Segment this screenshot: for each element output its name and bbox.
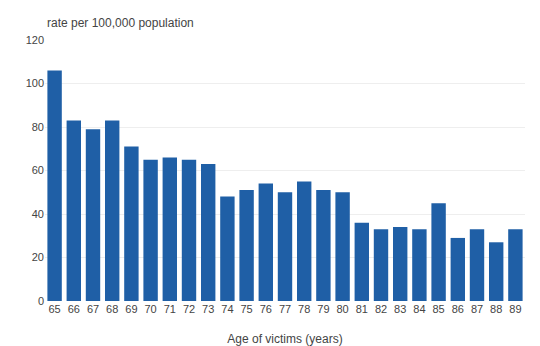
- svg-text:60: 60: [32, 164, 44, 176]
- svg-text:79: 79: [317, 303, 329, 315]
- svg-text:67: 67: [87, 303, 99, 315]
- svg-text:72: 72: [183, 303, 195, 315]
- svg-text:81: 81: [356, 303, 368, 315]
- svg-text:78: 78: [298, 303, 310, 315]
- svg-text:Age of victims (years): Age of victims (years): [227, 332, 342, 346]
- svg-text:120: 120: [26, 34, 44, 46]
- svg-text:84: 84: [413, 303, 425, 315]
- svg-text:100: 100: [26, 77, 44, 89]
- svg-text:70: 70: [144, 303, 156, 315]
- svg-text:rate per 100,000 population: rate per 100,000 population: [47, 16, 194, 30]
- svg-text:71: 71: [164, 303, 176, 315]
- svg-text:66: 66: [68, 303, 80, 315]
- svg-text:65: 65: [48, 303, 60, 315]
- svg-text:68: 68: [106, 303, 118, 315]
- svg-text:85: 85: [432, 303, 444, 315]
- svg-text:74: 74: [221, 303, 233, 315]
- svg-text:69: 69: [125, 303, 137, 315]
- svg-text:89: 89: [509, 303, 521, 315]
- svg-text:76: 76: [260, 303, 272, 315]
- svg-text:80: 80: [336, 303, 348, 315]
- svg-text:87: 87: [471, 303, 483, 315]
- svg-text:82: 82: [375, 303, 387, 315]
- svg-text:0: 0: [38, 295, 44, 307]
- svg-text:40: 40: [32, 208, 44, 220]
- svg-text:86: 86: [452, 303, 464, 315]
- svg-text:83: 83: [394, 303, 406, 315]
- svg-text:88: 88: [490, 303, 502, 315]
- svg-text:77: 77: [279, 303, 291, 315]
- svg-text:73: 73: [202, 303, 214, 315]
- svg-text:75: 75: [240, 303, 252, 315]
- svg-text:80: 80: [32, 121, 44, 133]
- svg-text:20: 20: [32, 251, 44, 263]
